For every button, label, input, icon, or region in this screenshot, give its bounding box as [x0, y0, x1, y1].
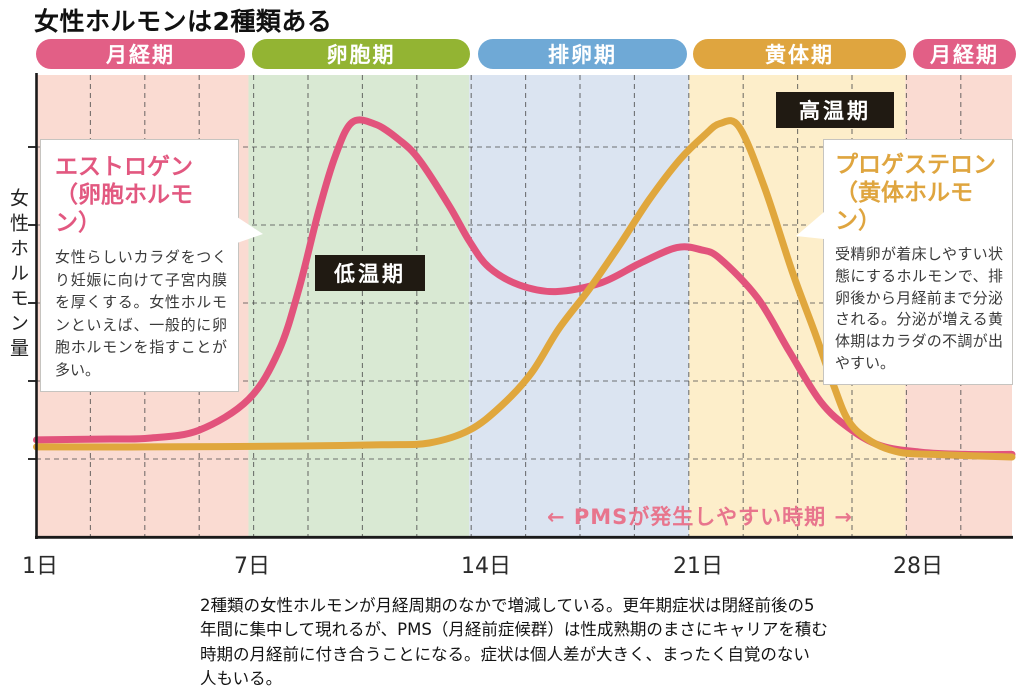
- estrogen-callout-title: エストロゲン （卵胞ホルモン）: [55, 154, 193, 237]
- progesterone-callout-title: プロゲステロン （黄体ホルモン）: [835, 152, 996, 235]
- phase-pill-3: 排卵期: [478, 39, 687, 69]
- progesterone-callout-pointer-icon: [796, 212, 824, 239]
- low-temperature-label: 低温期: [315, 255, 425, 291]
- progesterone-callout-body: 受精卵が着床しやすい状態にするホルモンで、排卵後から月経前まで分泌される。分泌が…: [835, 245, 1003, 372]
- phase-band-卵胞期: [248, 75, 470, 536]
- x-tick-label-day-28: 28日: [893, 554, 943, 579]
- x-tick-label-day-7: 7日: [234, 554, 270, 579]
- phase-pill-5: 月経期: [913, 39, 1016, 69]
- progesterone-curve: [33, 117, 1016, 461]
- estrogen-callout-pointer-icon: [237, 217, 263, 243]
- estrogen-callout: エストロゲン （卵胞ホルモン） 女性らしいカラダをつくり妊娠に向けて子宮内膜を厚…: [40, 139, 239, 393]
- page-title: 女性ホルモンは2種類ある: [34, 7, 333, 36]
- estrogen-curve: [33, 116, 1016, 459]
- x-tick-label-day-21: 21日: [673, 554, 723, 579]
- x-tick-label-day-1: 1日: [22, 554, 58, 579]
- progesterone-callout: プロゲステロン （黄体ホルモン） 受精卵が着床しやすい状態にするホルモンで、排卵…: [823, 139, 1013, 385]
- x-tick-label-day-14: 14日: [461, 554, 511, 579]
- phase-pill-4: 黄体期: [693, 39, 906, 69]
- phase-pill-2: 卵胞期: [252, 39, 470, 69]
- estrogen-callout-body: 女性らしいカラダをつくり妊娠に向けて子宮内膜を厚くする。女性ホルモンといえば、一…: [55, 248, 227, 379]
- pms-period-label: ← PMSが発生しやすい時期 →: [546, 505, 854, 529]
- phase-bar: 月経期 卵胞期 排卵期 黄体期 月経期: [0, 0, 1024, 70]
- y-axis-label: 女性ホルモン量: [7, 188, 29, 363]
- phase-pill-1: 月経期: [36, 39, 245, 69]
- high-temperature-label: 高温期: [776, 92, 894, 128]
- chart-caption: 2種類の女性ホルモンが月経周期のなかで増減している。更年期症状は閉経前後の5 年…: [200, 596, 828, 688]
